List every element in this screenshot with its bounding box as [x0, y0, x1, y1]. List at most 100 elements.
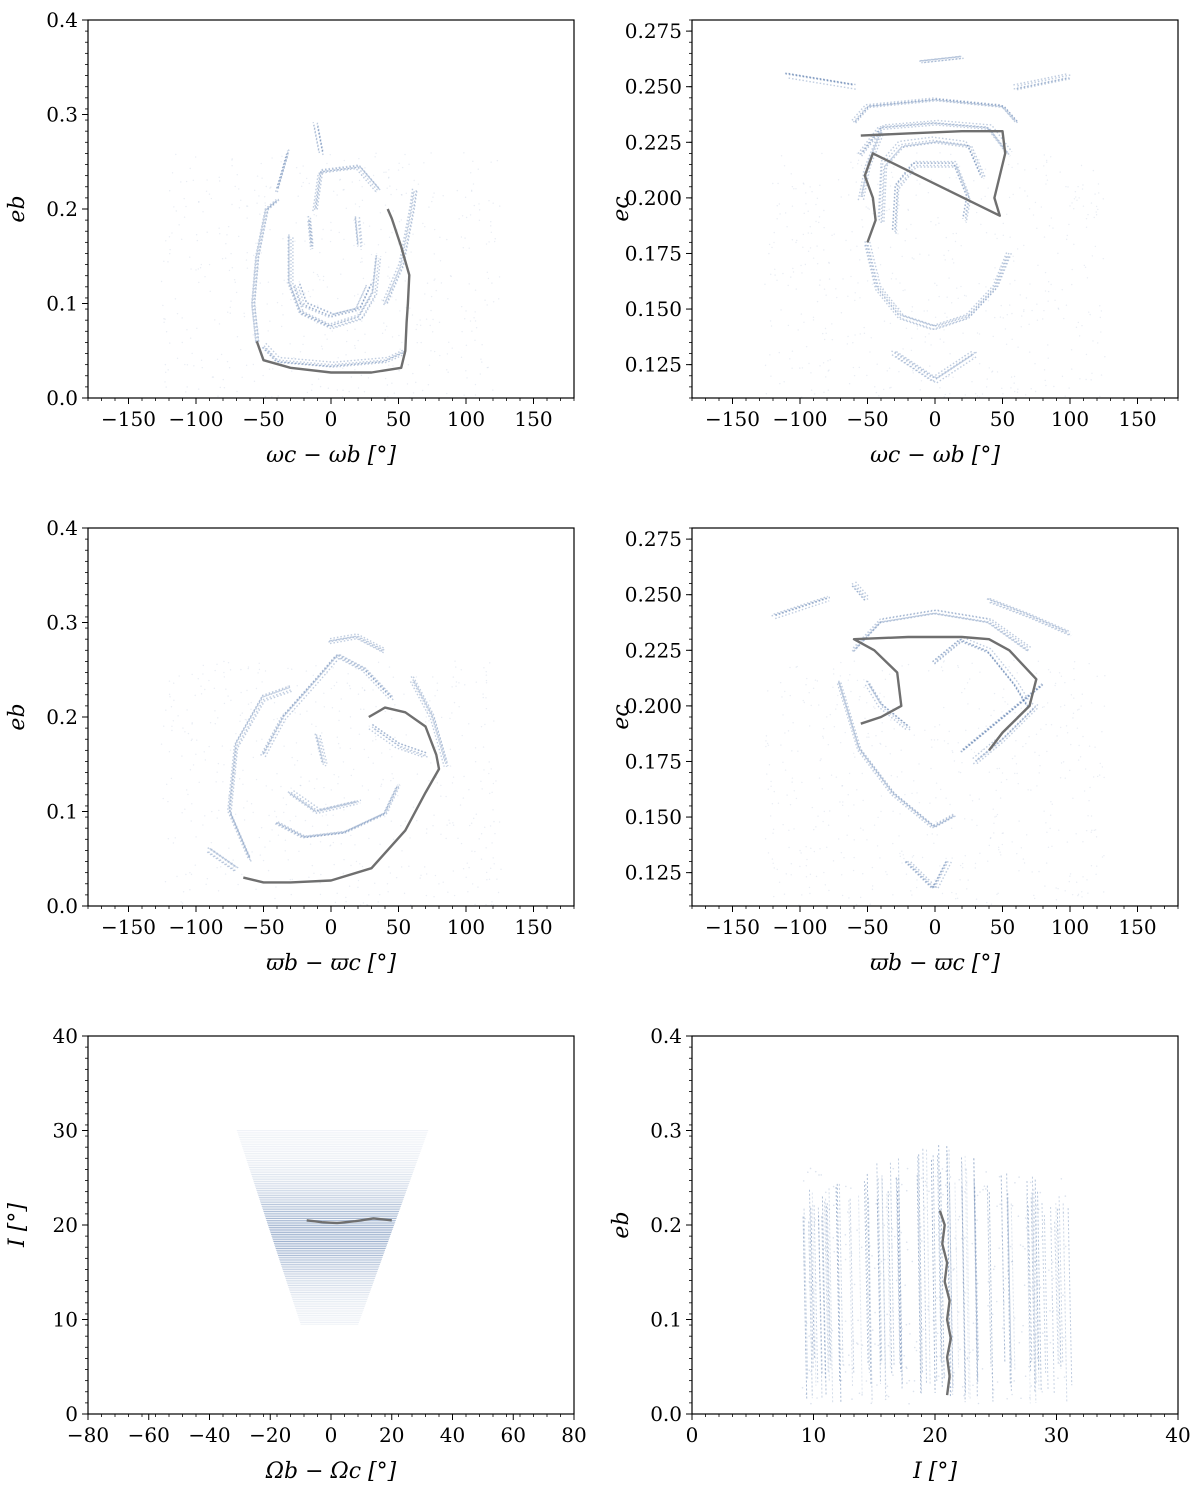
speckle-point: [930, 220, 932, 223]
speckle-point: [240, 199, 242, 201]
speckle-point: [336, 194, 338, 196]
y-tick-label: 0.175: [625, 241, 682, 265]
speckle-point: [868, 208, 870, 210]
speckle-point: [306, 391, 309, 394]
speckle-point: [952, 376, 954, 378]
trajectory-curve: [275, 153, 288, 192]
trajectory-column: [917, 1156, 922, 1394]
speckle-point: [428, 780, 430, 782]
speckle-point: [999, 1203, 1002, 1205]
speckle-point: [486, 271, 489, 274]
speckle-point: [795, 288, 797, 290]
speckle-point: [886, 1385, 889, 1387]
speckle-point: [1030, 1192, 1033, 1195]
speckle-point: [892, 707, 894, 710]
speckle-point: [1045, 384, 1047, 387]
speckle-point: [430, 295, 433, 298]
speckle-point: [416, 819, 418, 822]
speckle-point: [818, 704, 820, 706]
speckle-point: [770, 375, 772, 377]
speckle-point: [805, 876, 808, 878]
speckle-point: [1001, 843, 1003, 846]
speckle-point: [891, 1228, 894, 1230]
speckle-point: [911, 310, 913, 313]
speckle-point: [945, 797, 947, 799]
speckle-point: [160, 743, 163, 745]
speckle-point: [1084, 768, 1087, 770]
speckle-point: [901, 850, 903, 852]
speckle-point: [1053, 385, 1055, 388]
speckle-point: [1096, 775, 1099, 778]
speckle-point: [202, 673, 204, 675]
trajectory-column: [1007, 1199, 1012, 1369]
speckle-point: [805, 1393, 808, 1396]
speckle-point: [833, 726, 836, 728]
speckle-point: [901, 1328, 904, 1330]
speckle-point: [316, 778, 318, 780]
trajectory-curve: [316, 122, 324, 152]
speckle-point: [979, 671, 981, 673]
speckle-point: [434, 874, 437, 877]
speckle-point: [823, 391, 825, 393]
speckle-point: [856, 679, 859, 682]
trajectory-column: [1027, 1205, 1033, 1362]
trajectory-column: [960, 1157, 966, 1403]
speckle-point: [877, 1344, 880, 1347]
trajectory-curve: [788, 77, 857, 90]
speckle-point: [1050, 283, 1052, 286]
speckle-point: [238, 188, 240, 190]
speckle-point: [235, 772, 237, 774]
speckle-point: [235, 291, 238, 294]
speckle-point: [812, 1346, 815, 1348]
speckle-point: [866, 736, 868, 738]
speckle-point: [802, 699, 804, 702]
speckle-point: [950, 153, 952, 156]
speckle-point: [186, 386, 188, 388]
speckle-point: [412, 806, 415, 808]
best-fit-track: [938, 1210, 952, 1396]
speckle-point: [420, 341, 422, 344]
speckle-point: [911, 337, 913, 339]
speckle-point: [227, 695, 229, 697]
y-axis-label: eb: [5, 195, 30, 222]
trajectory-curve: [866, 241, 1010, 327]
speckle-point: [927, 299, 930, 301]
speckle-point: [915, 886, 918, 889]
speckle-point: [944, 259, 946, 261]
speckle-point: [964, 1237, 966, 1239]
speckle-point: [1000, 854, 1002, 856]
speckle-point: [814, 679, 817, 681]
speckle-point: [492, 782, 495, 785]
speckle-point: [471, 850, 473, 852]
speckle-point: [1011, 166, 1013, 169]
speckle-point: [1049, 814, 1052, 816]
speckle-point: [361, 186, 363, 188]
speckle-point: [819, 365, 821, 367]
speckle-point: [1041, 706, 1044, 709]
speckle-point: [372, 740, 374, 742]
trajectory-curve: [318, 737, 327, 767]
speckle-point: [884, 1398, 887, 1401]
speckle-point: [223, 764, 225, 766]
speckle-point: [949, 1227, 951, 1229]
speckle-point: [181, 902, 184, 904]
speckle-point: [996, 1381, 999, 1383]
speckle-point: [1025, 834, 1028, 836]
speckle-point: [980, 198, 983, 200]
speckle-point: [859, 333, 861, 335]
trajectory-column: [1033, 1189, 1039, 1361]
speckle-point: [768, 764, 771, 766]
speckle-point: [492, 389, 494, 391]
speckle-point: [1000, 304, 1002, 307]
speckle-point: [876, 363, 878, 365]
speckle-point: [930, 344, 932, 346]
speckle-point: [1081, 188, 1084, 190]
speckle-point: [868, 736, 870, 738]
speckle-point: [889, 185, 892, 187]
x-tick-label: −100: [169, 915, 224, 939]
speckle-point: [211, 810, 213, 813]
speckle-point: [829, 713, 832, 716]
speckle-point: [259, 213, 261, 215]
speckle-point: [770, 325, 773, 327]
speckle-point: [810, 232, 813, 235]
